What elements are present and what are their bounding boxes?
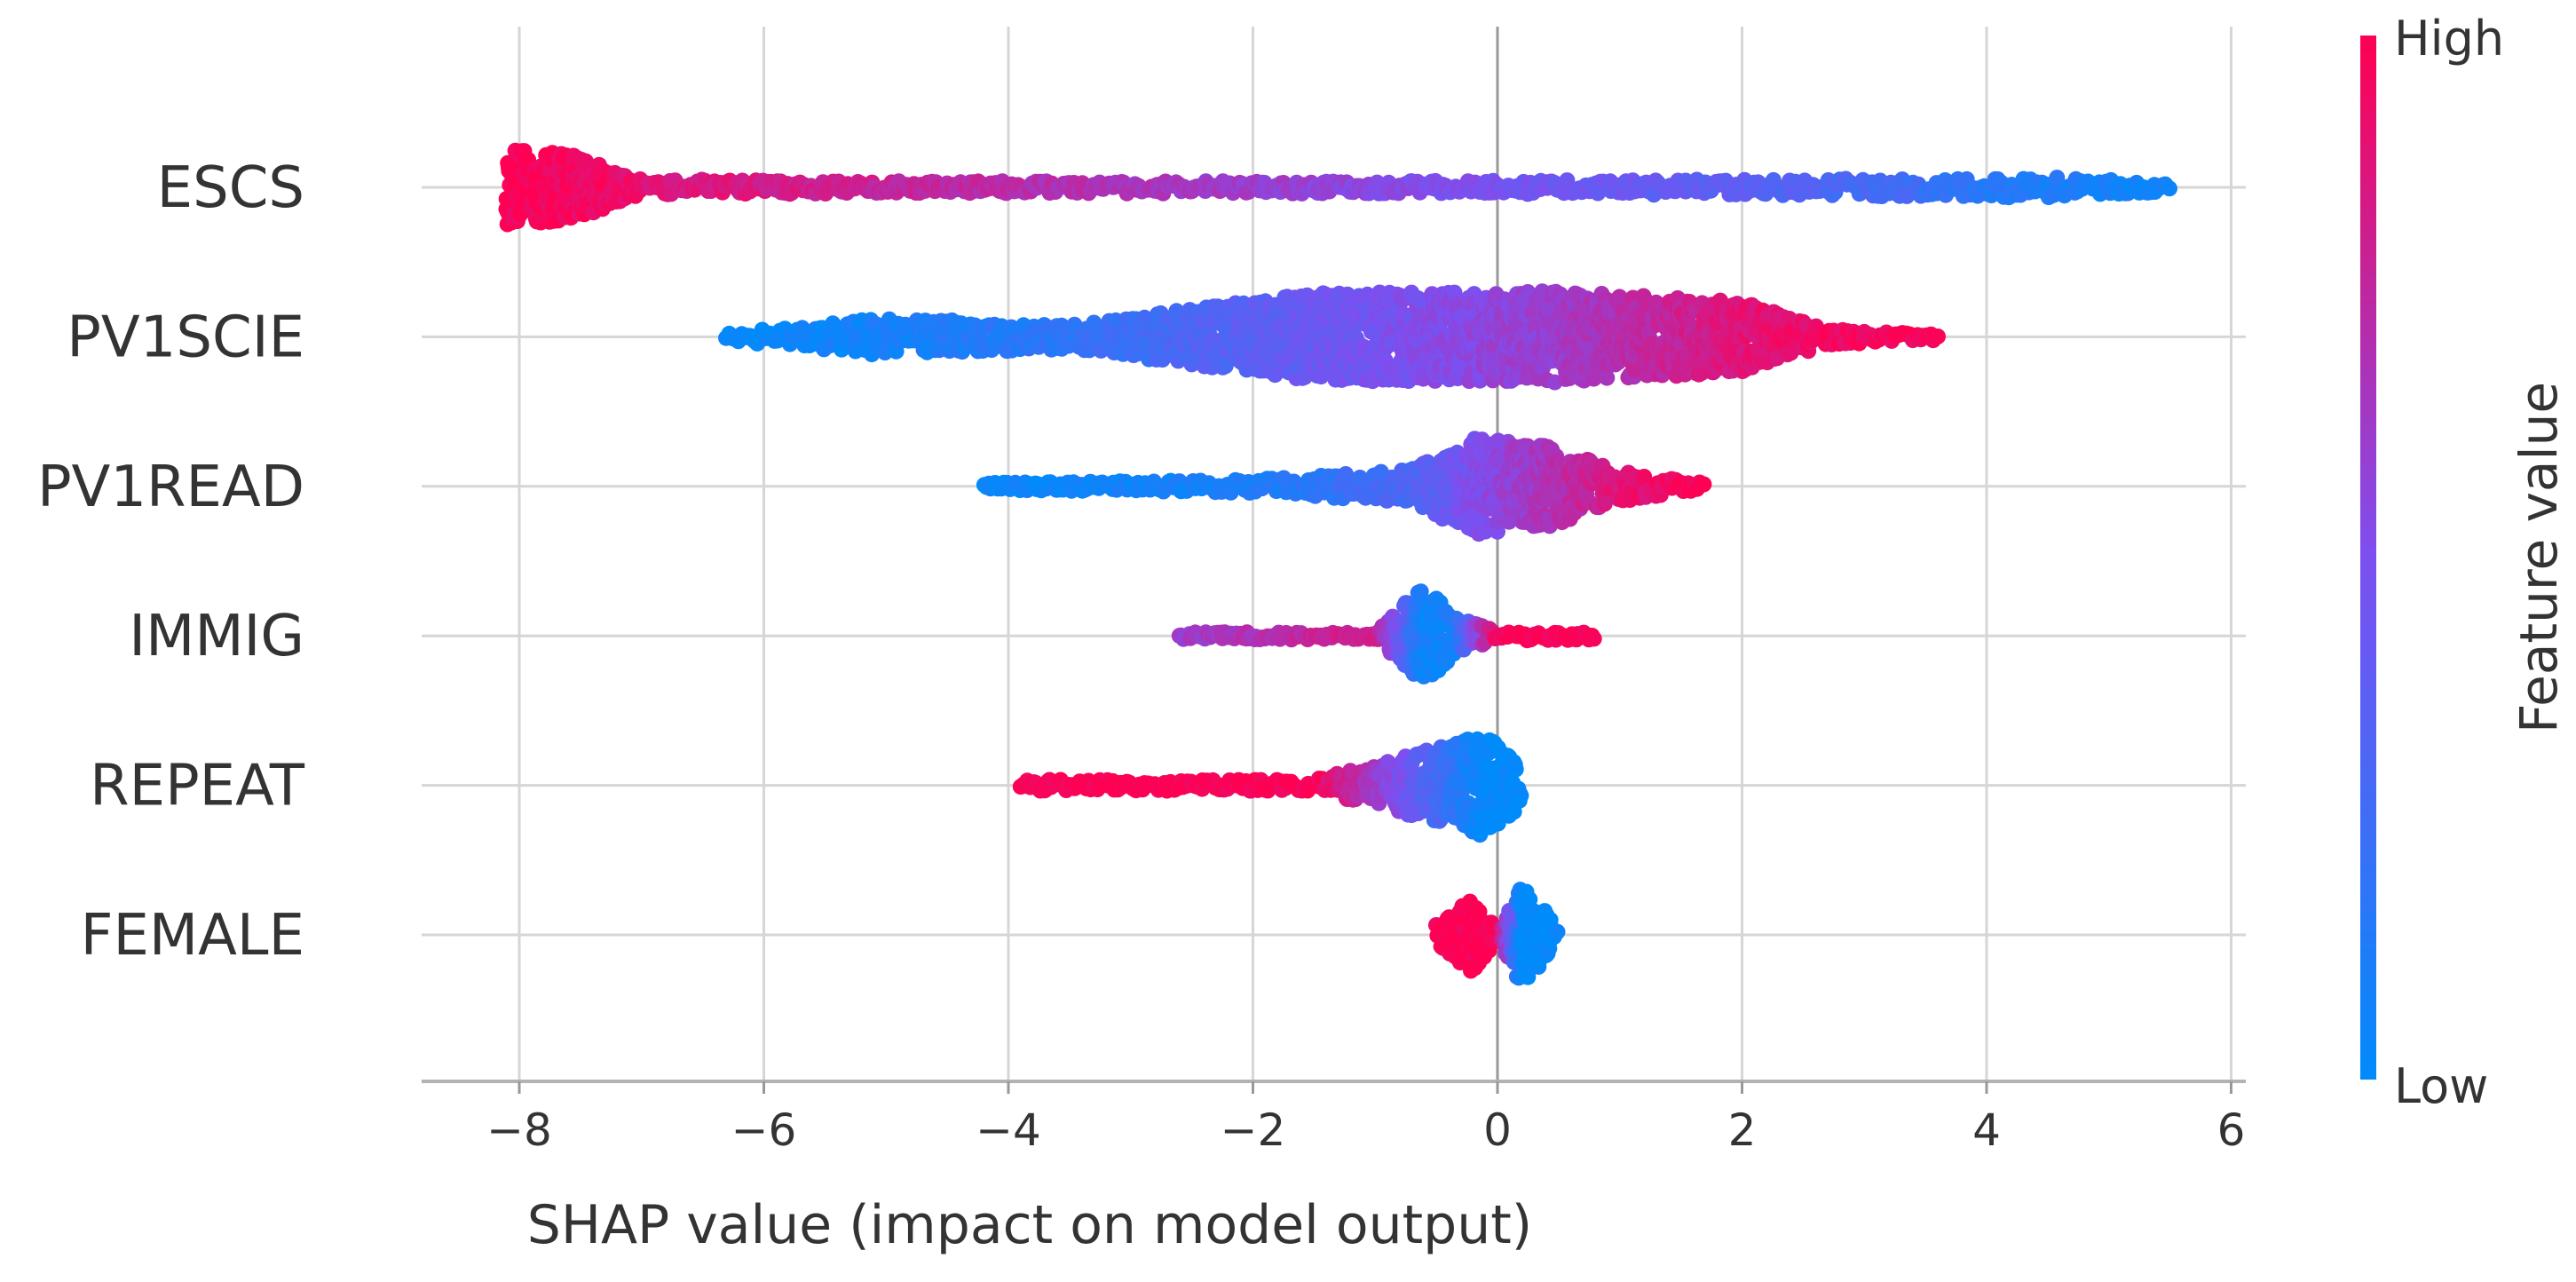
feature-label: REPEAT [90, 754, 305, 819]
x-tick-label: 0 [1483, 1104, 1512, 1156]
feature-label: ESCS [157, 155, 304, 221]
shap-point [1539, 492, 1556, 508]
shap-point [1521, 891, 1538, 907]
x-ticks: −8 −6 −4 −2 0 2 4 6 [486, 1081, 2245, 1156]
colorbar-high-label: High [2394, 11, 2504, 67]
shap-point [1599, 369, 1616, 386]
colorbar-bar [2360, 36, 2376, 1080]
shap-point [1930, 328, 1946, 344]
colorbar-title: Feature value [2509, 382, 2569, 733]
beeswarm-points [498, 142, 2177, 986]
colorbar-low-label: Low [2394, 1058, 2488, 1114]
x-tick-label: −8 [486, 1104, 552, 1156]
feature-label: IMMIG [129, 604, 304, 669]
x-tick-label: −2 [1221, 1104, 1286, 1156]
x-tick-label: −6 [731, 1104, 797, 1156]
x-axis-label: SHAP value (impact on model output) [527, 1194, 1532, 1256]
shap-point [2049, 170, 2066, 186]
shap-point [1585, 630, 1602, 647]
shap-point [1636, 469, 1653, 485]
x-tick-label: 2 [1728, 1104, 1757, 1156]
x-tick-label: 6 [2217, 1104, 2246, 1156]
shap-point [1549, 923, 1566, 940]
shap-point [1539, 945, 1556, 962]
feature-label: FEMALE [81, 903, 304, 969]
feature-label: PV1SCIE [67, 305, 304, 370]
shap-point [1501, 513, 1517, 530]
shap-point [2161, 180, 2177, 197]
x-tick-label: 4 [1972, 1104, 2001, 1156]
feature-labels: ESCS PV1SCIE PV1READ IMMIG REPEAT FEMALE [37, 155, 305, 969]
shap-point [1511, 792, 1528, 809]
shap-point [1506, 756, 1523, 773]
feature-label: PV1READ [37, 455, 304, 520]
shap-point [1446, 284, 1463, 301]
x-tick-label: −4 [976, 1104, 1041, 1156]
shap-point [1695, 476, 1712, 493]
colorbar: High Low Feature value [2360, 11, 2569, 1114]
